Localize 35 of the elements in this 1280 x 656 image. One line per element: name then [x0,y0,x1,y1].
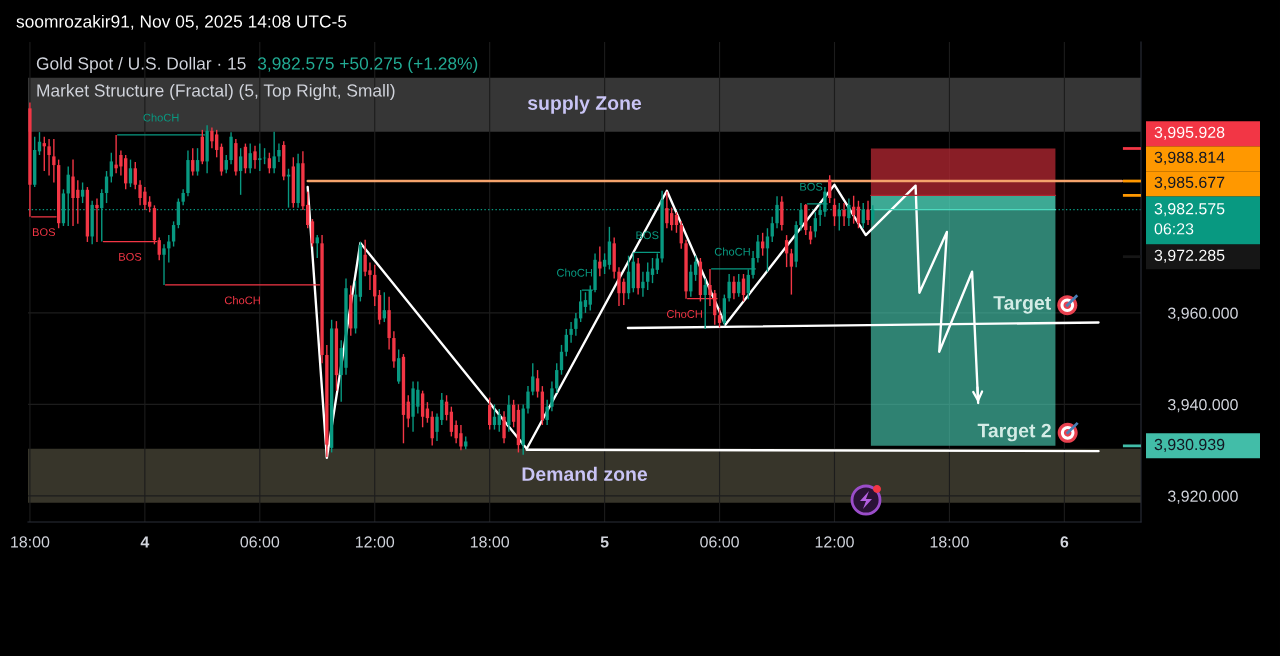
ref-line-label: 3,972.285 [1154,249,1225,263]
x-tick-label: 18:00 [930,536,969,548]
band-label: supply Zone [527,95,642,114]
x-tick-label: 12:00 [355,536,395,548]
text: Gold Spot / U.S. Dollar · 15 [36,56,246,74]
ref-line-label: 3,982.575 06:23 [1154,203,1225,235]
annotation: Market Structure (Fractal) (5, Top Right, Small) [37,83,395,101]
y-tick-label: 3,960.000 [1168,307,1238,321]
series-label: BOS [800,182,823,191]
text: 3,982.575 +50.275 (+1.28%) [257,56,478,74]
series-label: ChoCH [557,268,592,277]
annotation: Target [993,296,1051,314]
ref-line-label: 3,995.928 [1154,126,1225,140]
band-label: Demand zone [522,466,648,481]
x-tick-label: 12:00 [815,536,854,548]
x-tick-label: 6 [1060,536,1069,548]
series-label: ChoCH [666,309,702,318]
x-tick-label: 18:00 [470,536,510,548]
ref-line-label: 3,930.939 [1154,438,1225,453]
ref-line-label: 3,985.677 [1154,176,1225,190]
x-tick-label: 06:00 [700,536,739,548]
annotation: Target 2 [977,423,1051,442]
x-tick-label: 18:00 [11,536,50,548]
series-label: ChoCH [143,113,179,122]
y-tick-label: 3,940.000 [1168,399,1238,413]
x-tick-label: 4 [140,536,150,548]
ref-line-label: 3,988.814 [1154,151,1225,165]
series-label: ChoCH [224,296,260,305]
series-label: BOS [32,228,56,237]
y-tick-label: 3,920.000 [1168,490,1238,504]
series-label: BOS [119,252,142,261]
series-label: ChoCH [714,247,750,256]
x-tick-label: 5 [600,536,609,548]
x-tick-label: 06:00 [240,536,280,548]
text: soomrozakir91, Nov 05, 2025 14:08 UTC-5 [16,14,347,30]
